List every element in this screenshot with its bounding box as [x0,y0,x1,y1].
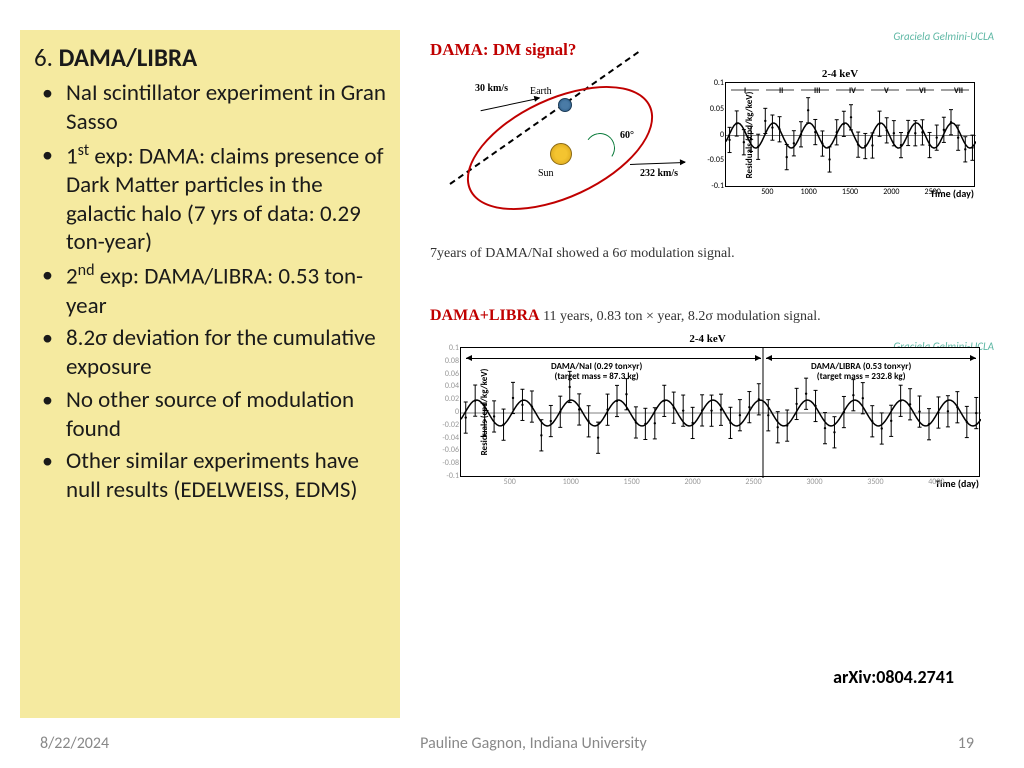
label-earth: Earth [530,86,552,97]
chart1-svg: IIIIIIIVVVIVII [726,83,976,188]
fig1-caption: 7years of DAMA/NaI showed a 6σ modulatio… [430,246,1004,262]
fig1-row: 30 km/s Earth Sun 60° 232 km/s 2-4 keV R… [430,68,1004,228]
svg-text:I: I [744,86,746,96]
chart-1: 2-4 keV Residuals (cpd/kg/keV) Time (day… [700,68,980,208]
heading-number: 6. [34,42,53,73]
label-sun: Sun [538,168,554,179]
svg-text:VI: VI [919,86,926,96]
attribution: Graciela Gelmini-UCLA [893,30,994,43]
bullet-item: NaI scintillator experiment in Gran Sass… [34,79,386,137]
svg-text:IV: IV [849,86,856,96]
label-232kms: 232 km/s [640,168,678,179]
footer-date: 8/22/2024 [40,734,109,753]
slide: 6. DAMA/LIBRA NaI scintillator experimen… [0,0,1024,768]
svg-text:III: III [814,86,820,96]
chart-2: 2-4 keV Residuals (cpd/kg/keV) Time (day… [430,333,985,503]
svg-text:VII: VII [954,86,963,96]
fig2-title-rest: 11 years, 0.83 ton × year, 8.2σ modulati… [540,309,821,324]
heading: 6. DAMA/LIBRA [34,42,386,73]
label-30kms: 30 km/s [475,83,508,94]
chart2-plot: Residuals (cpd/kg/keV) Time (day) DAMA/N… [460,347,980,477]
chart2-title: 2-4 keV [430,333,985,345]
orbit-diagram: 30 km/s Earth Sun 60° 232 km/s [430,68,690,228]
bullet-item: 2nd exp: DAMA/LIBRA: 0.53 ton-year [34,261,386,320]
label-60: 60° [620,130,634,141]
heading-title: DAMA/LIBRA [59,42,198,73]
content-box: 6. DAMA/LIBRA NaI scintillator experimen… [20,30,400,718]
bullet-item: 1st exp: DAMA: claims presence of Dark M… [34,141,386,258]
sun-icon [550,143,572,165]
figures-area: Graciela Gelmini-UCLA DAMA: DM signal? 3… [400,30,1004,718]
footer-author: Pauline Gagnon, Indiana University [420,734,647,753]
fig2-title: DAMA+LIBRA 11 years, 0.83 ton × year, 8.… [430,307,1004,325]
chart1-plot: Residuals (cpd/kg/keV) Time (day) IIIIII… [725,82,975,187]
sun-velocity-arrow [630,162,685,165]
bullet-item: Other similar experiments have null resu… [34,447,386,505]
svg-text:V: V [884,86,889,96]
chart1-title: 2-4 keV [700,68,980,80]
svg-text:II: II [779,86,783,96]
bullet-item: No other source of modulation found [34,386,386,444]
fig1-title: DAMA: DM signal? [430,40,1004,60]
arxiv-ref: arXiv:0804.2741 [833,666,954,688]
earth-icon [558,98,572,112]
fig2-title-red: DAMA+LIBRA [430,307,540,324]
bullet-item: 8.2σ deviation for the cumulative exposu… [34,324,386,382]
bullet-list: NaI scintillator experiment in Gran Sass… [34,79,386,505]
footer-page: 19 [958,734,974,753]
chart2-svg [461,348,981,478]
footer: 8/22/2024 Pauline Gagnon, Indiana Univer… [0,734,1024,753]
